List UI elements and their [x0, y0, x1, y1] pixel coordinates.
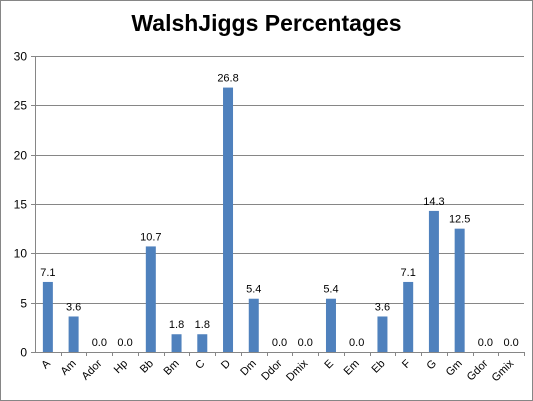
x-tick-label-am: Am: [59, 358, 79, 378]
data-label-a: 7.1: [40, 267, 55, 279]
data-label-ddor: 0.0: [272, 337, 287, 349]
y-tick-label: 5: [20, 297, 27, 311]
y-tick-labels: 0 5 10 15 20 25 30: [14, 50, 28, 360]
data-label-f: 7.1: [401, 267, 416, 279]
y-tick-label: 15: [14, 198, 28, 212]
y-tick-label: 30: [14, 50, 28, 64]
data-label-gmix: 0.0: [503, 337, 518, 349]
data-label-g: 14.3: [423, 196, 444, 208]
data-label-am: 3.6: [66, 301, 81, 313]
bar-bb: [145, 246, 156, 352]
data-label-e: 5.4: [323, 284, 338, 296]
axes: [31, 56, 525, 356]
data-label-c: 1.8: [195, 319, 210, 331]
bar-eb: [377, 316, 388, 352]
x-tick-label-d: D: [219, 358, 233, 372]
bar-am: [68, 316, 79, 352]
y-tick-label: 25: [14, 99, 28, 113]
data-label-d: 26.8: [217, 73, 238, 85]
x-tick-label-hp: Hp: [112, 358, 130, 376]
bar-a: [42, 281, 53, 352]
x-tick-label-bm: Bm: [162, 358, 182, 378]
data-label-bm: 1.8: [169, 319, 184, 331]
x-tick-label-em: Em: [342, 358, 362, 378]
bar-f: [403, 281, 414, 352]
data-label-ador: 0.0: [92, 337, 107, 349]
x-tick-label-c: C: [193, 358, 207, 372]
bar-g: [428, 210, 439, 352]
x-tick-label-f: F: [400, 357, 413, 370]
x-tick-label-gdor: Gdor: [465, 357, 491, 383]
data-label-hp: 0.0: [117, 337, 132, 349]
bar-c: [197, 334, 208, 352]
x-tick-label-e: E: [322, 358, 336, 372]
data-label-dm: 5.4: [246, 284, 261, 296]
x-tick-label-dm: Dm: [238, 358, 259, 379]
data-label-em: 0.0: [349, 337, 364, 349]
x-tick-label-bb: Bb: [138, 358, 156, 376]
x-tick-label-a: A: [39, 357, 53, 371]
gridlines: [35, 56, 524, 304]
x-tick-labels: A Am Ador Hp Bb Bm C D Dm Ddor Dmix E Em Eb F G Gm Gdor Gm…: [39, 357, 516, 384]
x-tick-label-eb: Eb: [370, 358, 388, 376]
data-label-gm: 12.5: [449, 214, 470, 226]
bars: [42, 87, 465, 352]
y-tick-label: 10: [14, 247, 28, 261]
data-labels: 7.1 3.6 0.0 0.0 10.7 1.8 1.8 26.8 5.4 0.0 0.0 5.4 0.…: [40, 73, 519, 349]
data-label-gdor: 0.0: [478, 337, 493, 349]
x-tick-label-g: G: [425, 358, 440, 373]
bar-dm: [248, 298, 259, 352]
x-tick-label-ddor: Ddor: [259, 357, 285, 383]
data-label-eb: 3.6: [375, 301, 390, 313]
x-tick-label-gm: Gm: [444, 358, 465, 379]
data-label-dmix: 0.0: [298, 337, 313, 349]
bar-e: [325, 298, 336, 352]
chart-title: WalshJiggs Percentages: [131, 10, 402, 36]
x-tick-label-gmix: Gmix: [490, 357, 517, 384]
y-tick-label: 0: [20, 346, 27, 360]
bar-bm: [171, 334, 182, 352]
x-tick-label-ador: Ador: [80, 357, 105, 382]
y-tick-label: 20: [14, 149, 28, 163]
bar-gm: [454, 228, 465, 352]
x-tick-label-dmix: Dmix: [284, 357, 311, 384]
data-label-bb: 10.7: [140, 231, 161, 243]
bar-d: [223, 87, 234, 352]
